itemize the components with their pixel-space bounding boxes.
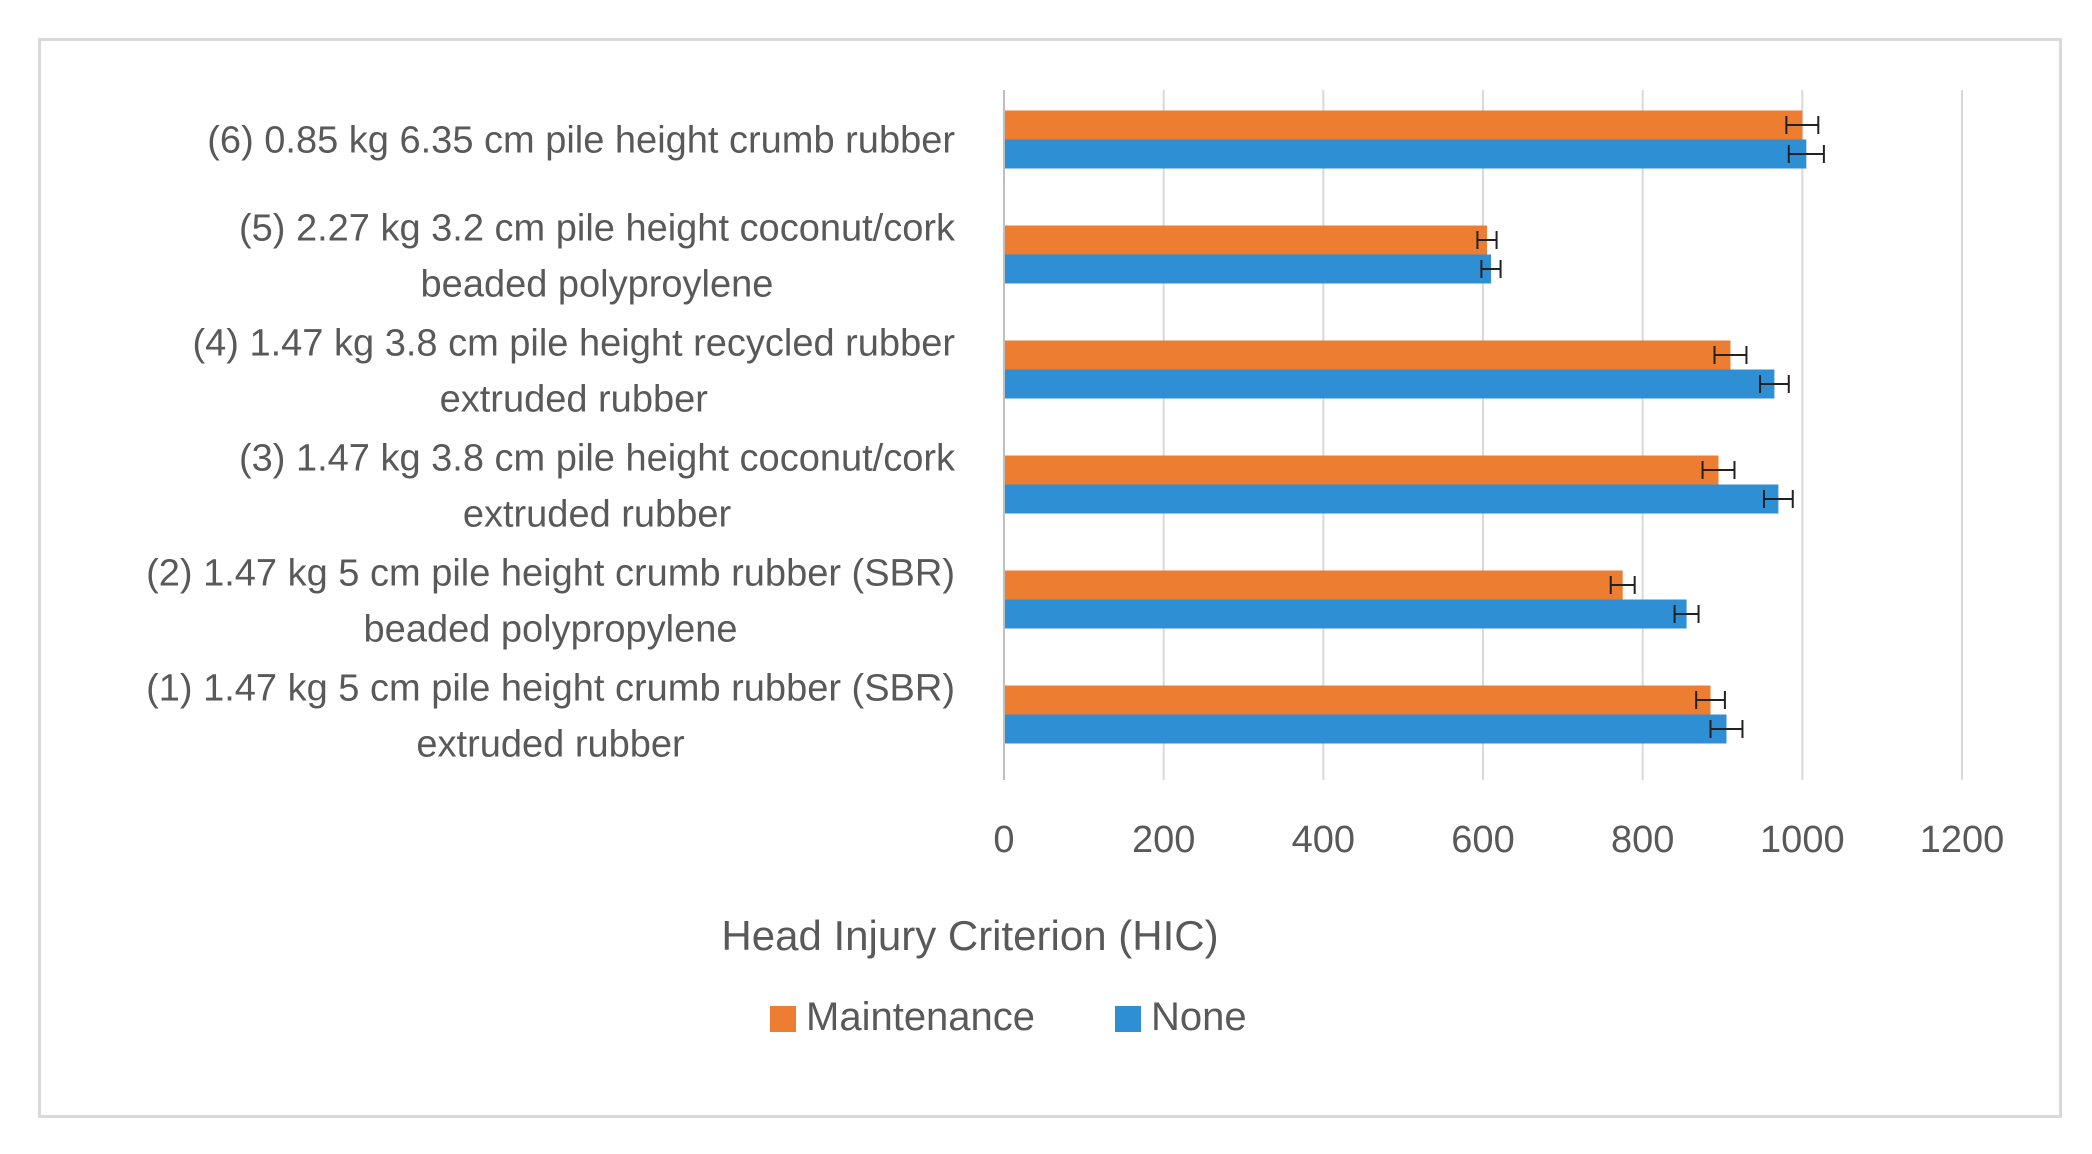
category-label-line2: extruded rubber (463, 494, 732, 536)
category-label: (5) 2.27 kg 3.2 cm pile height coconut/c… (239, 208, 956, 250)
x-axis-title: Head Injury Criterion (HIC) (721, 912, 1218, 959)
legend-swatch-maintenance (770, 1006, 796, 1032)
bar-none (1004, 599, 1687, 629)
x-tick-label: 1200 (1920, 819, 2005, 861)
category-label-line2: extruded rubber (440, 379, 709, 421)
legend-label-none: None (1151, 995, 1247, 1039)
category-label: (1) 1.47 kg 5 cm pile height crumb rubbe… (146, 668, 955, 710)
legend-label-maintenance: Maintenance (806, 995, 1035, 1039)
x-tick-label: 200 (1132, 819, 1195, 861)
bar-none (1004, 369, 1775, 399)
bar-maintenance (1004, 455, 1719, 485)
legend: Maintenance None (770, 995, 1247, 1039)
bar-none (1004, 139, 1807, 169)
bars (1004, 110, 1807, 744)
bar-maintenance (1004, 110, 1803, 140)
x-tick-label: 800 (1611, 819, 1674, 861)
bar-none (1004, 714, 1727, 744)
category-label-line2: extruded rubber (416, 724, 685, 766)
bar-none (1004, 484, 1779, 514)
error-bars (1476, 116, 1825, 738)
category-label-line2: beaded polyproylene (421, 264, 774, 306)
bar-none (1004, 254, 1491, 284)
category-label: (6) 0.85 kg 6.35 cm pile height crumb ru… (207, 120, 955, 162)
category-label: (3) 1.47 kg 3.8 cm pile height coconut/c… (239, 438, 956, 480)
x-tick-label: 400 (1292, 819, 1355, 861)
gridlines (1003, 90, 1963, 780)
x-tick-label: 1000 (1760, 819, 1845, 861)
category-label: (2) 1.47 kg 5 cm pile height crumb rubbe… (146, 553, 955, 595)
bar-maintenance (1004, 685, 1711, 715)
bar-maintenance (1004, 570, 1623, 600)
category-label-line2: beaded polypropylene (364, 609, 738, 651)
value-axis: 0 200 400 600 800 1000 1200 (993, 90, 2004, 861)
x-tick-label: 600 (1451, 819, 1514, 861)
bar-maintenance (1004, 340, 1731, 370)
legend-swatch-none (1115, 1006, 1141, 1032)
x-tick-label: 0 (993, 819, 1014, 861)
category-labels: (6) 0.85 kg 6.35 cm pile height crumb ru… (146, 120, 956, 766)
bar-maintenance (1004, 225, 1487, 255)
category-label: (4) 1.47 kg 3.8 cm pile height recycled … (192, 323, 955, 365)
